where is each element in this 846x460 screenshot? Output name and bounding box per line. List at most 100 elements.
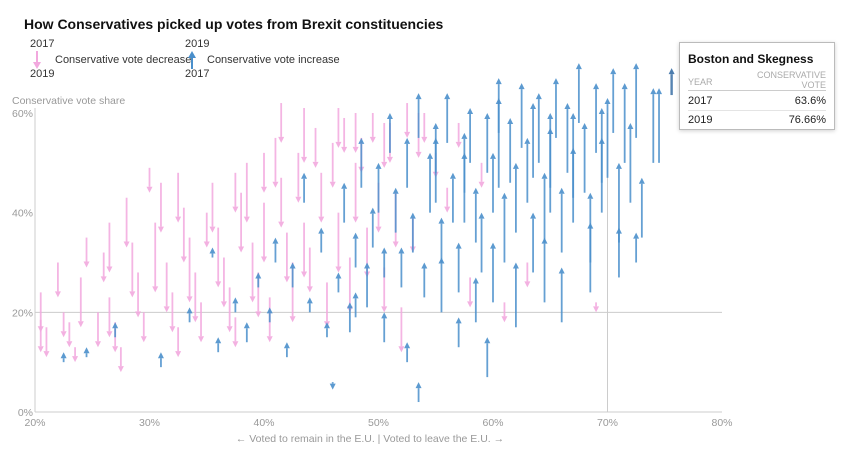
decrease-arrow	[106, 297, 113, 338]
increase-arrow	[381, 247, 388, 278]
arrow-head	[358, 137, 365, 144]
increase-arrow	[461, 152, 468, 223]
arrow-head	[123, 241, 130, 248]
decrease-arrow	[169, 292, 176, 333]
arrow-head	[668, 68, 675, 75]
arrow-head	[152, 286, 159, 293]
increase-arrow	[112, 322, 119, 338]
highlight-arrow	[668, 68, 675, 96]
arrow-head	[524, 281, 531, 288]
increase-arrow	[467, 108, 474, 163]
decrease-arrow	[352, 113, 359, 153]
arrow-head	[157, 226, 164, 233]
increase-arrow	[478, 212, 485, 273]
arrow-head	[552, 78, 559, 85]
arrow-head	[375, 162, 382, 169]
y-axis-label: Conservative vote share	[12, 95, 125, 107]
increase-arrow	[587, 222, 594, 293]
increase-arrow	[598, 108, 605, 183]
arrow-head	[415, 382, 422, 389]
decrease-arrow	[272, 137, 279, 188]
decrease-arrow	[60, 312, 67, 338]
arrow-head	[593, 83, 600, 90]
arrow-head	[203, 241, 210, 248]
increase-arrow	[558, 267, 565, 323]
decrease-arrow	[318, 172, 325, 223]
arrow-head	[512, 162, 519, 169]
increase-arrow	[392, 187, 399, 233]
arrow-head	[404, 131, 411, 138]
arrow-head	[524, 137, 531, 144]
arrow-head	[220, 301, 227, 308]
axis-layer: 20% 30% 40% 50% 60% 70% 80%0%20%40%60%	[12, 108, 733, 429]
arrow-head	[318, 216, 325, 223]
increase-arrow	[186, 307, 193, 323]
arrow-head	[564, 103, 571, 110]
arrow-head	[404, 137, 411, 144]
increase-arrow	[329, 382, 336, 390]
tooltip-title: Boston and Skegness	[688, 52, 814, 66]
arrow-head	[392, 241, 399, 248]
arrow-head	[581, 122, 588, 129]
decrease-arrow	[261, 152, 267, 193]
x-tick-label: 30%	[139, 417, 160, 429]
arrow-head	[249, 296, 256, 303]
arrow-head	[461, 152, 468, 159]
decrease-arrow	[157, 182, 164, 233]
tooltip-col-year: YEAR	[688, 77, 713, 87]
arrow-head	[335, 141, 342, 148]
arrow-head	[169, 326, 176, 333]
arrow-head	[558, 267, 565, 274]
arrow-head	[112, 346, 119, 353]
increase-arrow	[570, 113, 577, 198]
arrow-head	[461, 132, 468, 139]
decrease-arrow	[198, 302, 205, 343]
arrow-head	[575, 63, 582, 70]
arrow-head	[484, 113, 491, 119]
increase-arrow	[83, 347, 90, 358]
decrease-arrow	[301, 222, 308, 278]
arrow-head	[209, 247, 216, 254]
increase-arrow	[610, 68, 617, 133]
arrow-head	[352, 232, 359, 239]
arrow-head	[633, 63, 640, 70]
arrow-head	[94, 341, 101, 348]
increase-arrow	[541, 172, 548, 243]
arrow-head	[501, 316, 508, 323]
arrow-head	[495, 78, 502, 85]
arrow-head	[266, 307, 273, 314]
increase-arrow	[335, 272, 342, 293]
arrow-head	[650, 88, 657, 95]
arrow-head	[352, 146, 359, 153]
decrease-arrow	[329, 142, 336, 188]
increase-arrow	[341, 182, 348, 223]
arrow-head	[587, 222, 594, 229]
arrow-head	[369, 136, 376, 143]
arrow-head	[278, 136, 285, 143]
decrease-arrow	[232, 172, 239, 213]
y-tick-label: 60%	[12, 108, 33, 120]
arrow-head	[386, 113, 393, 119]
decrease-arrow	[83, 237, 90, 268]
increase-arrow	[266, 307, 273, 323]
y-tick-label: 40%	[12, 208, 33, 220]
increase-arrow	[421, 262, 428, 298]
arrow-head	[295, 196, 302, 203]
decrease-arrow	[301, 108, 308, 163]
arrow-head	[112, 322, 119, 329]
x-tick-label: 40%	[253, 417, 274, 429]
increase-arrow	[255, 272, 262, 288]
arrow-head	[472, 187, 479, 194]
arrow-head	[266, 336, 273, 343]
arrow-head	[106, 331, 113, 338]
arrow-head	[627, 122, 634, 129]
arrow-head	[541, 172, 548, 179]
tooltip-row-year: 2019	[688, 114, 713, 126]
increase-arrow	[432, 137, 439, 203]
arrow-head	[157, 352, 164, 359]
increase-arrow	[375, 162, 382, 213]
increase-arrow	[157, 352, 164, 368]
increase-arrow	[518, 83, 525, 148]
arrow-head	[54, 291, 61, 298]
decrease-arrow	[404, 103, 411, 138]
